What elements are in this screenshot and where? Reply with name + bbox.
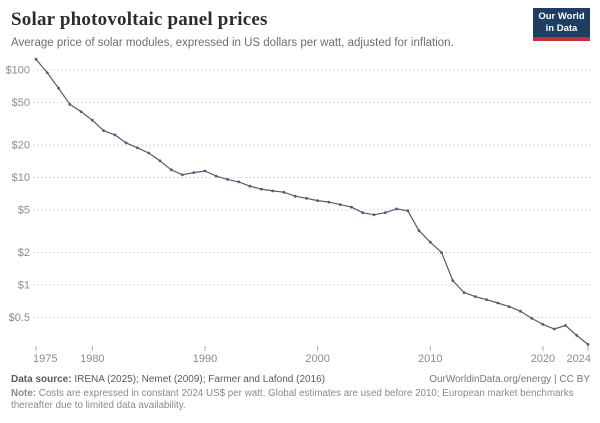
data-point-marker [248,184,252,188]
data-point-marker [383,211,387,215]
y-axis-tick-label: $50 [12,97,30,109]
x-axis-tick-label: 1975 [33,353,57,365]
data-point-marker [462,291,466,294]
data-point-marker [586,343,590,346]
data-point-marker [181,173,184,177]
x-axis-tick-label: 2024 [567,353,591,365]
x-axis-tick-label: 2010 [418,353,442,365]
x-axis-tick-label: 2020 [531,353,555,365]
data-point-marker [147,151,151,155]
chart-subtitle: Average price of solar modules, expresse… [11,37,454,49]
data-point-marker [428,240,432,244]
attribution-link[interactable]: OurWorldinData.org/energy | CC BY [429,374,590,385]
data-source-label: Data source: [11,374,72,385]
data-point-marker [226,178,229,181]
data-point-marker [519,309,522,313]
note-text: Costs are expressed in constant 2024 US$… [11,388,574,412]
data-point-marker [372,213,376,217]
data-point-marker [124,141,128,145]
data-point-marker [113,133,117,137]
data-point-marker [271,189,274,193]
data-point-marker [90,118,94,122]
chart-note: Note: Costs are expressed in constant 20… [11,388,590,412]
data-point-marker [485,298,488,302]
data-point-marker [136,146,139,150]
data-point-marker [361,211,365,215]
data-point-marker [552,327,556,331]
y-axis-tick-label: $1 [18,280,30,292]
y-axis-tick-label: $20 [12,140,30,152]
data-source: Data source: IRENA (2025); Nemet (2009);… [11,374,325,385]
y-axis-tick-label: $2 [18,247,30,259]
data-point-marker [440,251,443,255]
data-point-marker [158,159,162,163]
x-axis-tick-label: 1980 [80,353,104,365]
data-point-marker [496,301,500,305]
y-axis-tick-label: $100 [6,65,30,77]
data-point-marker [350,205,353,209]
data-point-marker [79,110,83,113]
data-point-marker [68,102,72,106]
data-point-marker [214,174,218,178]
data-point-marker [203,169,207,173]
data-point-marker [575,334,579,337]
data-point-marker [338,203,342,207]
y-axis-tick-label: $5 [18,204,30,216]
x-axis-tick-label: 1990 [193,353,217,365]
chart-footer: Data source: IRENA (2025); Nemet (2009);… [11,374,590,412]
note-label: Note: [11,388,37,399]
data-point-marker [293,194,297,198]
data-point-marker [530,316,534,320]
data-point-marker [282,190,286,194]
data-point-marker [417,229,421,233]
data-point-marker [507,305,511,308]
y-axis-tick-label: $0.5 [9,312,30,324]
data-point-marker [34,57,38,61]
data-point-marker [316,199,319,203]
data-source-text: IRENA (2025); Nemet (2009); Farmer and L… [71,374,326,385]
data-point-marker [192,171,196,175]
y-axis-tick-label: $10 [12,172,30,184]
x-axis-tick-label: 2000 [305,353,329,365]
data-point-marker [259,187,263,191]
data-point-marker [237,180,241,184]
owid-logo[interactable]: Our World in Data [533,8,590,41]
data-point-marker [327,200,331,204]
price-line [35,58,589,345]
chart-title: Solar photovoltaic panel prices [11,9,268,30]
data-point-marker [305,196,308,200]
data-point-marker [473,295,477,298]
owid-logo-line2: in Data [545,23,578,35]
data-point-marker [45,71,49,75]
data-point-marker [541,323,545,326]
data-point-marker [564,324,567,327]
data-point-marker [57,86,60,90]
data-point-marker [102,129,105,133]
data-point-marker [451,279,455,282]
data-point-marker [169,168,173,172]
data-point-marker [395,207,398,211]
owid-logo-line1: Our World [538,11,585,22]
data-point-marker [406,209,410,213]
